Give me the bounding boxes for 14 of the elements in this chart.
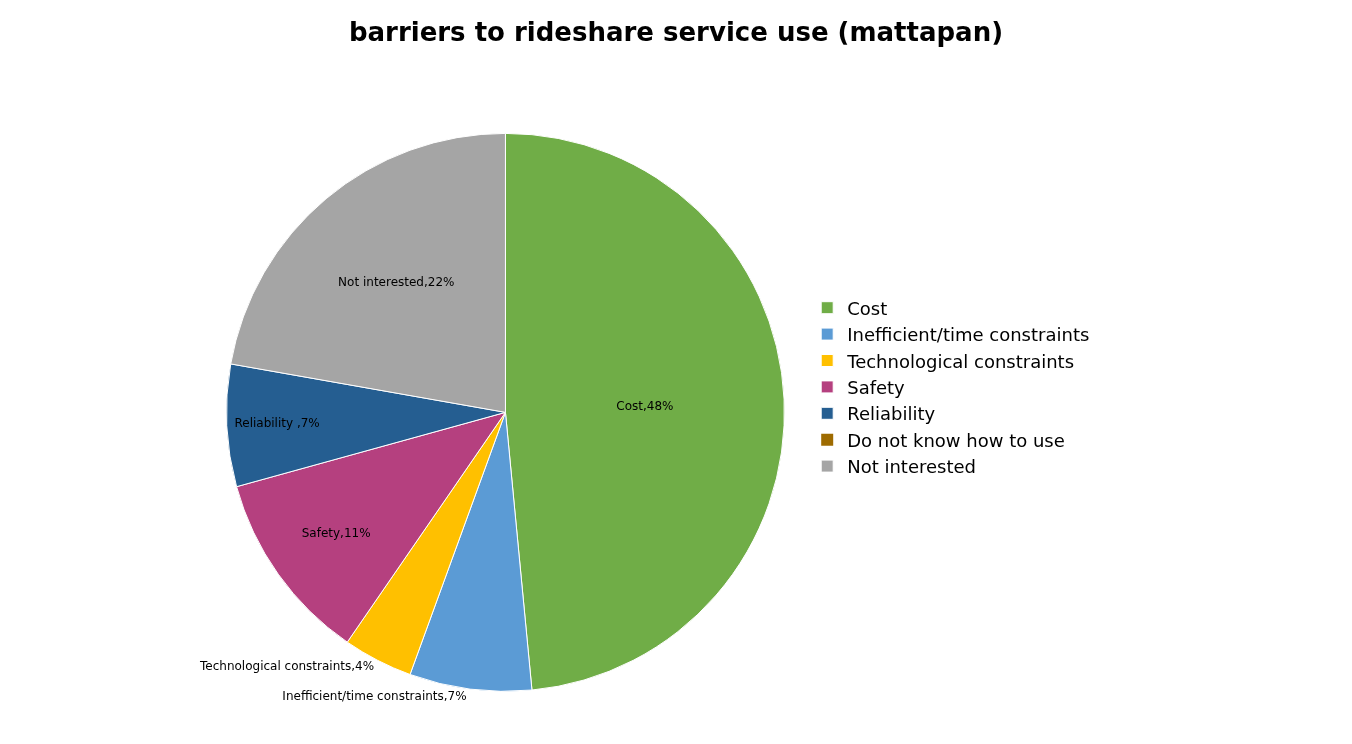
legend-label: Technological constraints	[846, 350, 1075, 372]
data-label: Safety,11%	[301, 525, 371, 540]
legend-label: Safety	[847, 376, 906, 398]
legend-label: Reliability	[847, 403, 936, 425]
legend-label: Do not know how to use	[847, 429, 1065, 451]
data-label: Reliability ,7%	[234, 416, 320, 431]
legend-label: Inefficient/time constraints	[847, 324, 1090, 346]
data-label: Inefficient/time constraints,7%	[282, 688, 467, 703]
data-label: Cost,48%	[616, 398, 674, 413]
data-label: Technological constraints,4%	[199, 658, 375, 673]
chart-title: barriers to rideshare service use (mattapan)	[348, 16, 1004, 47]
data-label: Not interested,22%	[338, 275, 455, 290]
legend-label: Not interested	[847, 456, 977, 478]
legend-label: Cost	[847, 297, 888, 319]
